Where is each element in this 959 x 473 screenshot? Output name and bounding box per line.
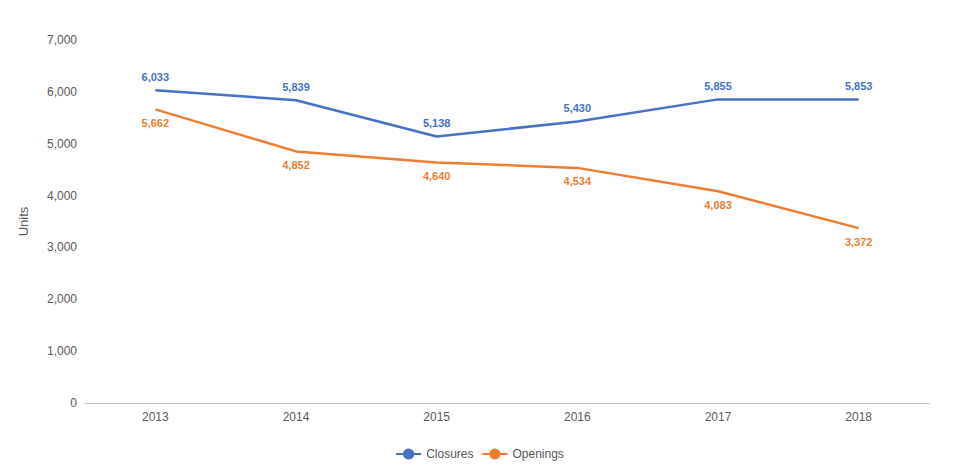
svg-text:6,000: 6,000 [47, 85, 77, 99]
svg-text:3,000: 3,000 [47, 240, 77, 254]
svg-text:2017: 2017 [705, 410, 732, 424]
svg-text:0: 0 [70, 396, 77, 410]
svg-text:Units: Units [16, 206, 31, 236]
svg-text:5,430: 5,430 [564, 102, 592, 114]
svg-text:2016: 2016 [564, 410, 591, 424]
svg-text:Closures: Closures [426, 447, 473, 461]
svg-text:Openings: Openings [512, 447, 563, 461]
svg-text:2018: 2018 [845, 410, 872, 424]
svg-text:4,000: 4,000 [47, 189, 77, 203]
svg-text:2015: 2015 [423, 410, 450, 424]
svg-text:2013: 2013 [142, 410, 169, 424]
svg-text:4,083: 4,083 [704, 199, 732, 211]
svg-text:4,852: 4,852 [282, 159, 310, 171]
svg-text:5,839: 5,839 [282, 81, 310, 93]
svg-text:5,855: 5,855 [704, 80, 732, 92]
svg-text:6,033: 6,033 [142, 71, 170, 83]
svg-text:7,000: 7,000 [47, 33, 77, 47]
svg-text:5,000: 5,000 [47, 137, 77, 151]
svg-text:2014: 2014 [283, 410, 310, 424]
svg-text:3,372: 3,372 [845, 236, 873, 248]
svg-text:2,000: 2,000 [47, 292, 77, 306]
svg-text:5,853: 5,853 [845, 80, 873, 92]
svg-text:5,662: 5,662 [142, 117, 170, 129]
svg-text:4,534: 4,534 [564, 175, 592, 187]
svg-text:5,138: 5,138 [423, 117, 451, 129]
svg-text:4,640: 4,640 [423, 170, 451, 182]
svg-text:1,000: 1,000 [47, 344, 77, 358]
